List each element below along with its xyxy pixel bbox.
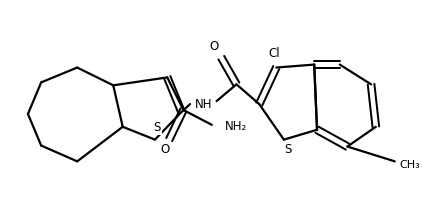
Text: NH: NH bbox=[195, 98, 212, 111]
Text: S: S bbox=[153, 121, 160, 134]
Text: O: O bbox=[161, 143, 170, 156]
Text: NH₂: NH₂ bbox=[225, 120, 247, 133]
Text: CH₃: CH₃ bbox=[400, 160, 420, 170]
Text: Cl: Cl bbox=[268, 47, 280, 60]
Text: S: S bbox=[284, 143, 291, 156]
Text: O: O bbox=[209, 40, 218, 53]
